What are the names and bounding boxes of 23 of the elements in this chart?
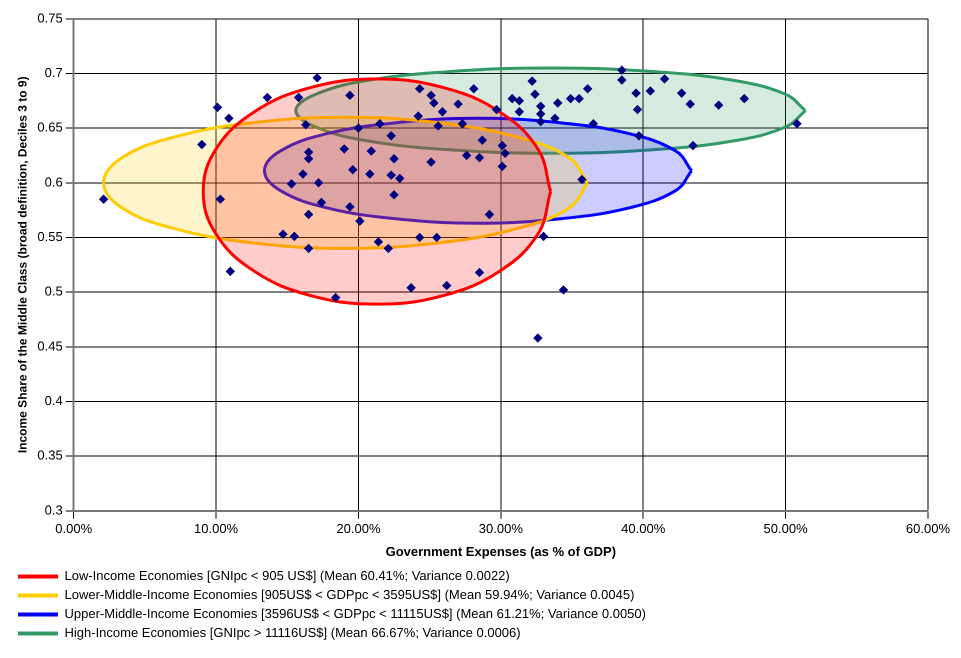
x-tick-label: 30.00%: [478, 521, 524, 536]
y-tick-label: 0.55: [37, 229, 63, 244]
y-tick-label: 0.75: [37, 10, 63, 26]
x-tick-label: 50.00%: [764, 521, 808, 536]
y-tick-label: 0.35: [37, 448, 63, 463]
legend-label: Lower-Middle-Income Economies [905US$ < GDPpc < 3595US$] (Mean 59.94%; Variance 0.0045): [64, 587, 634, 602]
legend-label: High-Income Economies [GNIpc > 11116US$] (Mean 66.67%; Variance 0.0006): [64, 625, 521, 640]
y-tick-label: 0.6: [44, 174, 63, 190]
y-tick-label: 0.7: [44, 65, 63, 80]
y-tick-label: 0.4: [44, 393, 63, 408]
x-tick-label: 20.00%: [336, 521, 381, 536]
y-tick-label: 0.65: [37, 120, 63, 135]
x-tick-label: 0.00%: [55, 521, 93, 536]
x-axis-title: Government Expenses (as % of GDP): [386, 544, 616, 559]
y-tick-label: 0.5: [44, 284, 63, 299]
y-tick-label: 0.3: [44, 502, 63, 518]
legend-label: Low-Income Economies [GNIpc < 905 US$] (Mean 60.41%; Variance 0.0022): [64, 568, 510, 584]
legend-label: Upper-Middle-Income Economies [3596US$ < GDPpc < 11115US$] (Mean 61.21%; Variance 0.0050): [64, 606, 646, 622]
x-tick-label: 40.00%: [621, 521, 666, 536]
y-axis-title: Income Share of the Middle Class (broad definition, Deciles 3 to 9): [16, 76, 30, 454]
x-tick-label: 10.00%: [194, 521, 239, 536]
x-tick-label: 60.00%: [906, 521, 950, 536]
y-tick-label: 0.45: [37, 338, 63, 354]
